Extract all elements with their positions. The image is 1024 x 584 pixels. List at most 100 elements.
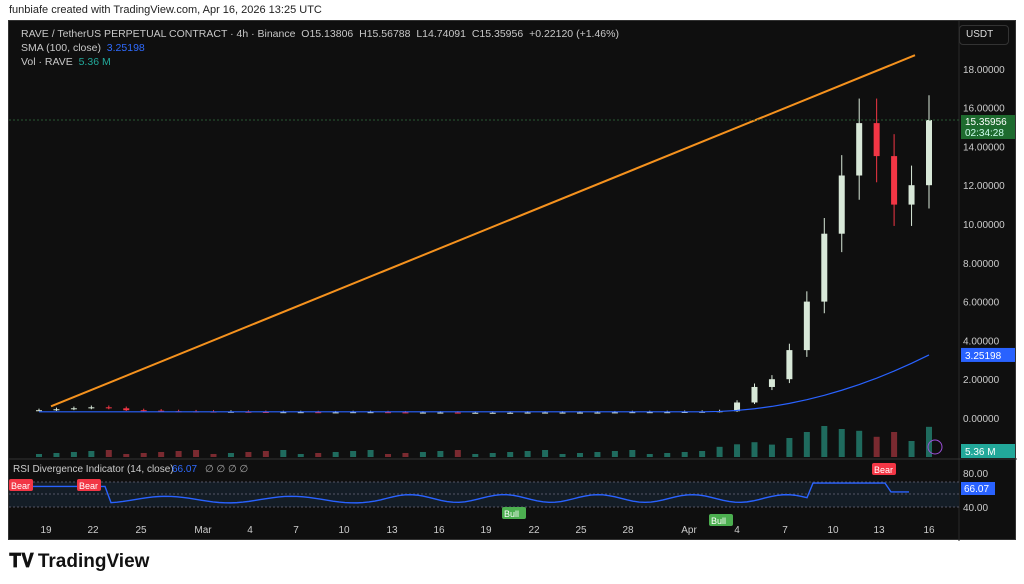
volume-badge (961, 444, 1015, 458)
candle (36, 410, 42, 412)
volume-bar (734, 444, 741, 457)
time-tick: 25 (575, 525, 587, 536)
volume-bar (419, 452, 426, 457)
candle (856, 123, 863, 176)
rsi-badge-value: 66.07 (964, 484, 989, 495)
volume-bar (332, 452, 339, 457)
volume-bar (856, 430, 863, 457)
ohlc-high: H15.56788 (359, 28, 411, 40)
last-price-badge (961, 115, 1015, 140)
time-tick: 10 (827, 525, 839, 536)
candle (350, 412, 357, 414)
volume-bar (594, 452, 601, 457)
rsi-line (9, 482, 909, 504)
volume-bar (297, 454, 304, 457)
volume-bar (245, 452, 252, 457)
candle (402, 412, 409, 414)
tradingview-logo: 𝐓𝐕 TradingView (9, 551, 149, 573)
volume-bar (140, 453, 147, 457)
time-tick: 16 (923, 525, 935, 536)
rsi-signal-bear (872, 463, 896, 475)
vol-label[interactable]: Vol · RAVE (21, 56, 73, 68)
candle (768, 379, 775, 387)
ohlc-open: O15.13806 (301, 28, 354, 40)
sma-line (39, 354, 930, 413)
rsi-band (9, 482, 959, 507)
volume-bar (699, 451, 706, 457)
candle (297, 412, 304, 414)
candle (542, 412, 549, 414)
candle (629, 412, 636, 414)
candle (821, 233, 828, 302)
sma-badge-value: 3.25198 (965, 351, 1002, 362)
rsi-tick: 80.00 (963, 469, 988, 480)
price-tick: 0.00000 (963, 414, 1000, 425)
time-tick: 25 (135, 525, 147, 536)
price-tick: 8.00000 (963, 259, 1000, 270)
volume-bar (716, 446, 723, 457)
rsi-value: 66.07 (172, 464, 197, 475)
volume-bar (768, 444, 775, 457)
candle (891, 156, 898, 205)
last-price-value: 15.35956 (965, 117, 1007, 128)
countdown: 02:34:28 (965, 128, 1004, 139)
volume-bar (576, 453, 583, 457)
candle (140, 410, 147, 412)
volume-bar (507, 452, 514, 457)
price-tick: 6.00000 (963, 298, 1000, 309)
volume-bar (629, 450, 636, 457)
time-tick: 7 (782, 525, 788, 536)
candle (280, 412, 287, 414)
candle (419, 412, 426, 414)
candle (524, 412, 531, 414)
volume-bar (681, 452, 688, 457)
change: +0.22120 (+1.46%) (529, 28, 619, 40)
candle (53, 409, 60, 411)
rsi-signal-label: Bull (504, 509, 519, 519)
chart-panel[interactable]: RAVE / TetherUS PERPETUAL CONTRACT · 4h … (8, 20, 1017, 541)
volume-bar (926, 426, 932, 457)
volume-bar (315, 453, 322, 457)
volume-bar (367, 450, 374, 457)
rsi-badge (961, 482, 995, 495)
volume-bar (88, 451, 95, 457)
time-tick: Mar (194, 525, 212, 536)
volume-bar (123, 454, 130, 457)
candle (926, 120, 932, 186)
candle (594, 412, 601, 414)
volume-badge-value: 5.36 M (965, 447, 996, 458)
candle (803, 301, 810, 351)
candle (70, 408, 77, 410)
volume-bar (350, 451, 357, 457)
alert-lightning-icon (927, 439, 943, 455)
brand-name: TradingView (37, 551, 150, 572)
price-tick: 14.00000 (963, 142, 1005, 153)
candle (315, 412, 322, 414)
volume-bar (646, 454, 653, 457)
volume-bar (53, 453, 60, 457)
candle (158, 410, 165, 412)
rsi-label: RSI Divergence Indicator (14, close) (13, 464, 174, 475)
price-tick: 4.00000 (963, 336, 1000, 347)
candle (908, 185, 915, 205)
price-tick: 18.00000 (963, 65, 1005, 76)
candle (88, 407, 95, 409)
sma-label[interactable]: SMA (100, close) (21, 42, 101, 54)
volume-bar (262, 451, 269, 457)
volume-bar (70, 452, 77, 457)
volume-bar (838, 429, 845, 457)
candle (489, 412, 496, 414)
time-tick: 28 (622, 525, 634, 536)
rsi-signal-bear (9, 479, 33, 491)
symbol-label[interactable]: RAVE / TetherUS PERPETUAL CONTRACT · 4h … (21, 28, 296, 40)
chart-canvas[interactable]: 18.00000 16.00000 14.00000 12.00000 10.00000… (9, 21, 1017, 541)
time-tick: 10 (338, 525, 350, 536)
ohlc-low: L14.74091 (416, 28, 466, 40)
rsi-signal-label: Bear (11, 481, 30, 491)
candle (681, 411, 688, 413)
volume-bar (611, 451, 618, 457)
volume-bar (227, 453, 234, 457)
volume-bar (280, 450, 287, 457)
volume-bar (524, 451, 531, 457)
price-tick: 2.00000 (963, 375, 1000, 386)
